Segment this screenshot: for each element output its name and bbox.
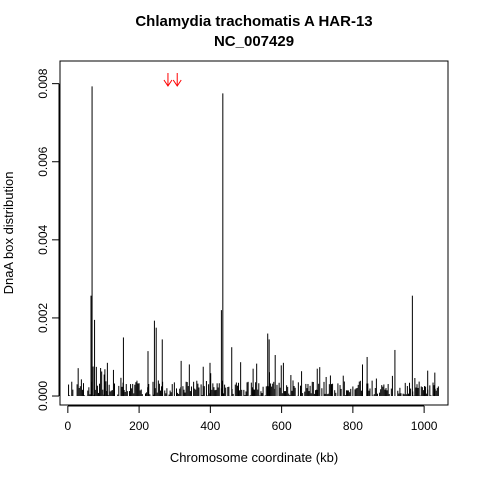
y-tick-label-4: 0.008	[36, 68, 50, 98]
y-tick-label-0: 0.000	[36, 381, 50, 411]
x-tick-label-3: 600	[272, 419, 292, 433]
bar-series	[68, 86, 439, 397]
x-axis-label: Chromosome coordinate (kb)	[170, 450, 338, 465]
y-axis: 0.000 0.002 0.004 0.006 0.008	[36, 68, 60, 411]
x-tick-label-2: 400	[200, 419, 220, 433]
plot-frame	[59, 60, 449, 406]
chart-title: Chlamydia trachomatis A HAR-13 NC_007429	[135, 13, 372, 50]
x-tick-label-4: 800	[343, 419, 363, 433]
origin-arrows	[163, 73, 182, 87]
y-tick-label-3: 0.006	[36, 146, 50, 176]
chart-title-line-2: NC_007429	[214, 33, 294, 50]
x-tick-label-0: 0	[64, 419, 71, 433]
x-tick-label-1: 200	[129, 419, 149, 433]
chart-title-line-1: Chlamydia trachomatis A HAR-13	[135, 13, 372, 30]
x-tick-label-5: 1000	[411, 419, 438, 433]
y-tick-label-1: 0.002	[36, 303, 50, 333]
y-axis-label: DnaA box distribution	[1, 172, 16, 295]
x-axis: 0 200 400 600 800 1000	[64, 405, 438, 433]
origin-arrow-0	[163, 73, 173, 87]
y-tick-label-2: 0.004	[36, 224, 50, 254]
origin-arrow-1	[172, 73, 182, 87]
